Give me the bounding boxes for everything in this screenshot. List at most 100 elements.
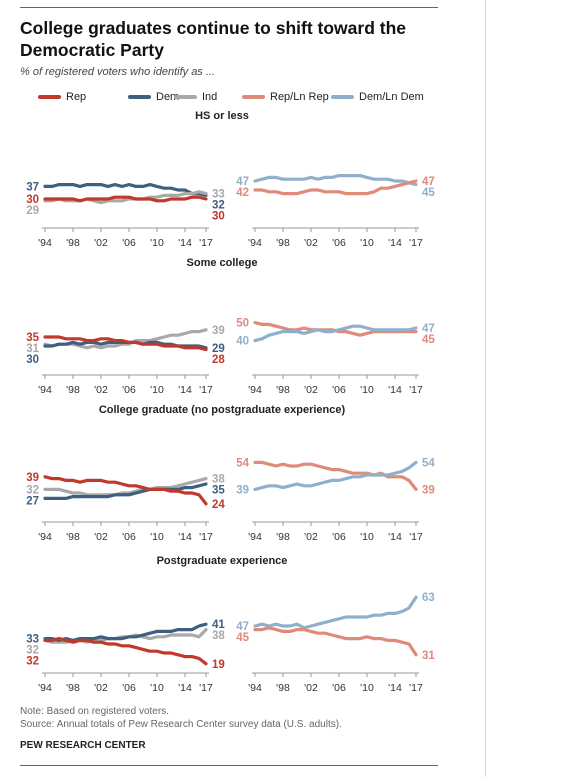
- panel-4-left-end-label-dem: 41: [212, 619, 225, 631]
- panel-4-right-series-rep-ln-rep: [253, 626, 418, 657]
- panel-3-left-series-dem: [43, 482, 208, 500]
- panel-1-left-tick-label-2017: '17: [199, 237, 213, 249]
- panel-4-left-end-label-ind: 38: [212, 630, 225, 642]
- panel-4-left-tick-label-2017: '17: [199, 682, 213, 694]
- panel-1-left-tick-label-1994: '94: [38, 237, 52, 249]
- panel-2-right-start-label-dem-ln-dem: 40: [236, 336, 249, 348]
- legend-label-rep: Rep: [66, 91, 87, 103]
- panel-3-left-start-label-ind: 32: [26, 484, 39, 496]
- panel-3-right-tick-label-2002: '02: [304, 531, 318, 543]
- panel-2-left-series-rep: [43, 335, 208, 352]
- legend-label-ind: Ind: [202, 91, 218, 103]
- legend-item-rep: Rep: [38, 91, 86, 103]
- panel-2-left-tick-label-2006: '06: [122, 384, 136, 396]
- chart-area: HS or less'94'98'02'06'10'14'17373029333…: [26, 110, 435, 694]
- panel-2-right-end-label-dem-ln-dem: 47: [422, 323, 435, 335]
- panel-1-left-end-label-rep: 30: [212, 211, 225, 223]
- panel-1-right-start-label-rep-ln-rep: 42: [236, 187, 249, 199]
- top-rule: [20, 7, 438, 8]
- panel-2-right-tick-label-2010: '10: [360, 384, 374, 396]
- panel-3-left-tick-label-1998: '98: [66, 531, 80, 543]
- panel-1-left-tick-label-2010: '10: [150, 237, 164, 249]
- panel-3-right-tick-label-1998: '98: [276, 531, 290, 543]
- panel-4-left-end-label-rep: 19: [212, 659, 225, 671]
- panel-3-left-tick-label-1994: '94: [38, 531, 52, 543]
- panel-1-right-tick-label-1994: '94: [248, 237, 262, 249]
- legend-swatch-dem: [128, 95, 151, 99]
- panel-3-left-series-rep: [43, 475, 208, 506]
- legend-item-ind: Ind: [174, 91, 217, 103]
- panel-4-right-tick-label-2002: '02: [304, 682, 318, 694]
- legend-label-rep-ln-rep: Rep/Ln Rep: [270, 91, 329, 103]
- panel-3-right-tick-label-1994: '94: [248, 531, 262, 543]
- panel-1-left-tick-label-2006: '06: [122, 237, 136, 249]
- panel-3-title: College graduate (no postgraduate experi…: [99, 404, 346, 416]
- panel-4-right-tick-label-2006: '06: [332, 682, 346, 694]
- panel-3-right-end-label-rep-ln-rep: 39: [422, 484, 435, 496]
- panel-3-left-end-label-rep: 24: [212, 499, 225, 511]
- panel-3-left-tick-label-2014: '14: [178, 531, 192, 543]
- legend-swatch-dem-ln-dem: [331, 95, 354, 99]
- panel-1-right-end-label-rep-ln-rep: 47: [422, 176, 435, 188]
- panel-3-left-series-ind: [43, 477, 208, 497]
- panel-1-right-tick-label-2002: '02: [304, 237, 318, 249]
- panel-1-right-tick-label-2010: '10: [360, 237, 374, 249]
- panel-2-left-start-label-dem: 30: [26, 354, 39, 366]
- panel-3-right-tick-label-2010: '10: [360, 531, 374, 543]
- panel-4-left-tick-label-2006: '06: [122, 682, 136, 694]
- panel-1-left-series-ind: [43, 190, 208, 205]
- panel-2-left-tick-label-1998: '98: [66, 384, 80, 396]
- panel-3-left-tick-label-2010: '10: [150, 531, 164, 543]
- panel-1-left-start-label-rep: 30: [26, 194, 39, 206]
- panel-2-left-end-label-ind: 39: [212, 325, 225, 337]
- panel-2-right-tick-label-1998: '98: [276, 384, 290, 396]
- panel-2-right-tick-label-1994: '94: [248, 384, 262, 396]
- panel-4-left-start-label-ind: 32: [26, 645, 39, 657]
- note-text: Note: Based on registered voters.: [20, 706, 169, 717]
- panel-1-right-end-label-dem-ln-dem: 45: [422, 187, 435, 199]
- panel-4-left-start-label-rep: 32: [26, 656, 39, 668]
- note-block: Note: Based on registered voters. Source…: [20, 705, 342, 731]
- panel-1-right-tick-label-2006: '06: [332, 237, 346, 249]
- panel-2-right-tick-label-2017: '17: [409, 384, 423, 396]
- panel-1-left-end-label-ind: 33: [212, 189, 225, 201]
- panel-4-right-start-label-rep-ln-rep: 45: [236, 632, 249, 644]
- panel-2-left-end-label-dem: 29: [212, 343, 225, 355]
- panel-2-left-tick-label-2017: '17: [199, 384, 213, 396]
- panel-3-right-tick-label-2014: '14: [388, 531, 402, 543]
- legend-swatch-ind: [174, 95, 197, 99]
- panel-3-left-tick-label-2017: '17: [199, 531, 213, 543]
- panel-1-right-series-rep-ln-rep: [253, 179, 418, 196]
- legend-swatch-rep: [38, 95, 61, 99]
- bottom-rule: [20, 765, 438, 766]
- panel-4-right-tick-label-1998: '98: [276, 682, 290, 694]
- panel-4-left-start-label-dem: 33: [26, 634, 39, 646]
- panel-1-left-tick-label-1998: '98: [66, 237, 80, 249]
- panel-1-right-tick-label-1998: '98: [276, 237, 290, 249]
- panel-3-left-tick-label-2006: '06: [122, 531, 136, 543]
- panel-1-right-tick-label-2017: '17: [409, 237, 423, 249]
- panel-4-right-tick-label-2017: '17: [409, 682, 423, 694]
- panel-2-right-series-dem-ln-dem: [253, 324, 418, 343]
- right-divider: [485, 0, 486, 777]
- panel-2-left-end-label-rep: 28: [212, 354, 225, 366]
- panel-4-left-tick-label-2002: '02: [94, 682, 108, 694]
- panel-1-right-tick-label-2014: '14: [388, 237, 402, 249]
- panel-4-left-tick-label-1998: '98: [66, 682, 80, 694]
- panel-3-right-start-label-dem-ln-dem: 39: [236, 484, 249, 496]
- legend-item-dem-ln-dem: Dem/Ln Dem: [331, 91, 424, 103]
- source-text: Source: Annual totals of Pew Research Ce…: [20, 719, 342, 730]
- panel-2-left-tick-label-2002: '02: [94, 384, 108, 396]
- panel-1-left-tick-label-2014: '14: [178, 237, 192, 249]
- panel-3-right-tick-label-2017: '17: [409, 531, 423, 543]
- panel-2-right-end-label-rep-ln-rep: 45: [422, 334, 435, 346]
- panel-2-left-tick-label-1994: '94: [38, 384, 52, 396]
- panel-4-left-tick-label-1994: '94: [38, 682, 52, 694]
- panel-3-right-series-dem-ln-dem: [253, 460, 418, 491]
- legend-item-rep-ln-rep: Rep/Ln Rep: [242, 91, 329, 103]
- panel-3-left-tick-label-2002: '02: [94, 531, 108, 543]
- legend: Rep Dem Ind Rep/Ln Rep Dem/Ln Dem: [20, 91, 460, 105]
- panel-1-left-end-label-dem: 32: [212, 200, 225, 212]
- panel-3-left-start-label-rep: 39: [26, 472, 39, 484]
- panel-4-right-series-dem-ln-dem: [253, 595, 418, 630]
